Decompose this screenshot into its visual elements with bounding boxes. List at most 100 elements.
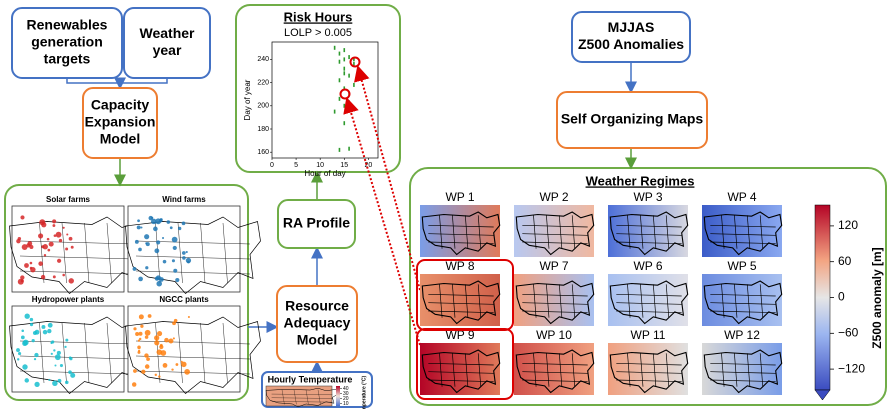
plant-dot [57,378,62,383]
panel-label: WP 7 [539,259,568,273]
node-label: MJJAS [608,19,655,35]
state-line [546,215,549,248]
state-line [710,363,775,365]
plant-dot [43,254,47,257]
node-box [276,285,358,363]
colorbar-extension [814,389,831,401]
scatter-point [343,103,346,108]
plant-dot [41,245,45,249]
state-line [272,401,333,402]
panel-label: WP 11 [631,328,666,342]
coastline [516,212,593,255]
plot-frame [271,41,379,159]
plant-dot [22,339,29,346]
state-line [722,353,725,386]
regime-map [514,343,594,395]
scatter-point [338,96,341,101]
state-line [440,215,443,248]
plant-dot [137,350,141,354]
plant-dot [154,248,160,254]
plant-dot [21,244,28,251]
plant-dot [181,251,186,255]
state-line [616,234,681,236]
plant-dot [58,238,63,243]
plant-dot [20,215,25,220]
regime-map [702,205,782,257]
state-line [20,256,134,259]
plant-dot [30,266,36,273]
highlight-circle [339,88,351,100]
y-tick-label: 240 [257,56,269,63]
state-line [534,215,537,248]
node-label: Expansion [85,114,156,130]
state-line [452,284,455,317]
link-dotted [343,97,421,346]
scatter-point [343,121,346,126]
state-line [628,215,631,248]
plant-dot [70,372,76,378]
regime-map [702,343,782,395]
panel-label: WP 5 [727,259,756,273]
plant-dot [55,231,62,238]
state-line [546,284,549,317]
state-line [522,225,587,227]
state-line [734,353,737,386]
plant-dot [24,263,29,268]
scatter-point [333,109,336,114]
panel-frame [4,184,249,401]
colorbar-label: Z500 anomaly [m] [870,247,884,348]
scatter-point [353,82,355,87]
plant-dot [144,234,150,240]
plant-dot [187,260,190,264]
us-outline [126,217,261,294]
plant-dot [41,222,47,228]
tick-label: −120 [838,361,865,375]
node-label: Resource [285,298,349,314]
node-label: Self Organizing Maps [561,111,704,127]
plant-dot [65,338,69,342]
tick-label: −60 [838,325,859,339]
plant-dot [164,337,169,343]
state-line [452,353,455,386]
y-tick-label: 160 [257,149,269,156]
plant-dot [22,364,28,370]
plant-dot [52,219,57,224]
plant-dot [132,267,137,271]
map-title: Solar farms [46,195,91,204]
state-line [452,215,455,248]
node-box [123,7,211,79]
state-line [107,223,112,283]
plant-dot [156,240,161,245]
plant-dot [21,329,25,333]
plant-dot [17,358,20,361]
state-line [616,372,681,374]
plant-dot [144,364,150,369]
plant-dot [33,357,37,361]
plant-dot [158,375,161,378]
plant-dot [171,368,174,371]
plant-dot [29,322,34,327]
plant-dot [34,381,40,388]
plant-dot [18,352,22,356]
plant-dot [52,275,56,279]
state-line [734,284,737,317]
map-title: Hydropower plants [32,295,105,304]
coastline [704,212,781,255]
state-line [20,371,134,374]
plant-dot [154,373,157,377]
scatter-point [343,86,346,91]
us-outline [610,281,687,324]
node-label: Z500 Anomalies [578,36,684,52]
state-line [440,284,443,317]
plant-dot [171,259,175,263]
plant-dot [185,250,188,254]
x-axis-label: Hour of day [304,169,345,178]
plant-dot [137,345,141,350]
plant-dot [166,220,171,224]
plant-dot [38,261,43,266]
panel-frame [409,167,887,406]
plant-dot [70,245,74,249]
state-line [710,294,775,296]
coastline [516,281,593,324]
state-line [628,353,631,386]
